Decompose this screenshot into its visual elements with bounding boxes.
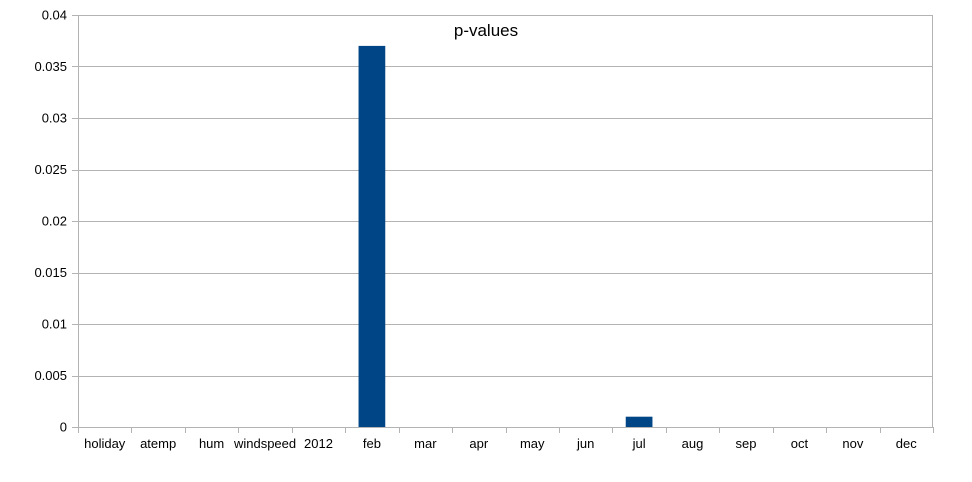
x-tick-label: mar: [414, 436, 437, 451]
x-tick-label: sep: [735, 436, 756, 451]
y-tick-labels: 0 0.005 0.01 0.015 0.02 0.025 0.03 0.035 0.04: [34, 8, 67, 435]
x-tick-label: hum: [199, 436, 224, 451]
y-tick-label: 0.02: [42, 214, 67, 229]
bar: [625, 416, 653, 427]
grid-lines: [78, 15, 933, 377]
y-tick-label: 0.035: [34, 59, 67, 74]
y-tick-label: 0.04: [42, 8, 67, 23]
x-tick-label: apr: [469, 436, 488, 451]
x-tick-label: atemp: [140, 436, 176, 451]
y-tick-label: 0.03: [42, 111, 67, 126]
chart-title: p-values: [454, 21, 518, 40]
bar: [358, 45, 386, 428]
y-tick-label: 0: [60, 420, 67, 435]
x-tick-label: dec: [896, 436, 917, 451]
y-tick-label: 0.005: [34, 368, 67, 383]
x-tick-labels: holiday atemp hum windspeed 2012 feb mar apr may…: [84, 436, 917, 451]
axes: [72, 15, 934, 433]
y-tick-label: 0.01: [42, 317, 67, 332]
x-tick-label: may: [520, 436, 545, 451]
x-tick-label: oct: [791, 436, 809, 451]
y-tick-label: 0.015: [34, 265, 67, 280]
bars: [358, 45, 653, 428]
x-tick-label: windspeed: [233, 436, 296, 451]
x-tick-label: feb: [363, 436, 381, 451]
x-tick-label: holiday: [84, 436, 126, 451]
x-tick-label: aug: [682, 436, 704, 451]
x-tick-label: jun: [576, 436, 594, 451]
x-tick-label: 2012: [304, 436, 333, 451]
x-tick-label: nov: [842, 436, 863, 451]
y-tick-label: 0.025: [34, 162, 67, 177]
x-tick-label: jul: [632, 436, 646, 451]
